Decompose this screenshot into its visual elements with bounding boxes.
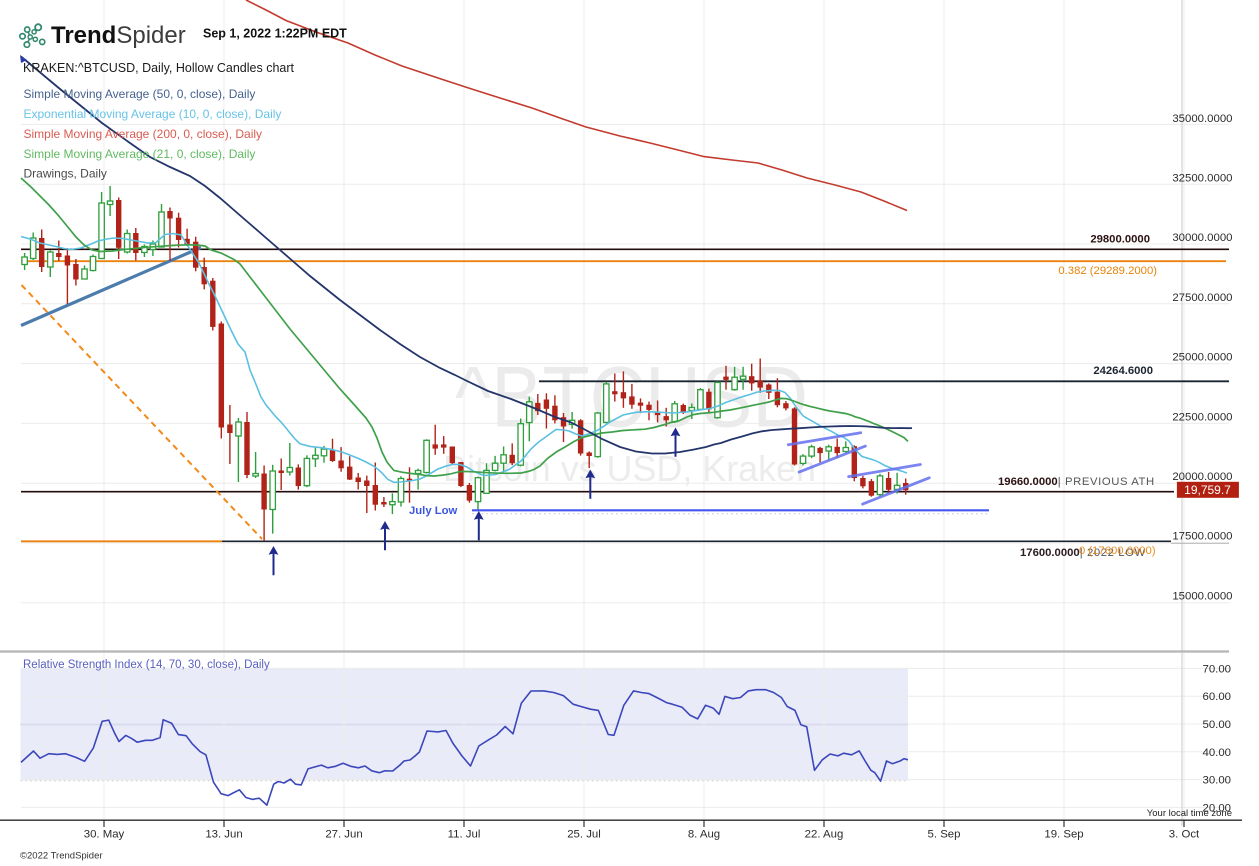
svg-text:Relative Strength Index (14, 7: Relative Strength Index (14, 70, 30, clo… [23, 659, 270, 671]
svg-text:32500.0000: 32500.0000 [1172, 173, 1232, 185]
svg-text:19660.0000| PREVIOUS ATH: 19660.0000| PREVIOUS ATH [998, 476, 1155, 488]
svg-text:70.00: 70.00 [1202, 663, 1231, 675]
svg-text:3. Oct: 3. Oct [1169, 829, 1200, 841]
svg-text:30.00: 30.00 [1202, 775, 1231, 787]
svg-text:Bitcoin vs USD, Kraken: Bitcoin vs USD, Kraken [443, 448, 816, 489]
svg-text:22. Aug: 22. Aug [805, 829, 844, 841]
svg-text:50.00: 50.00 [1202, 719, 1231, 731]
svg-text:Simple Moving Average (21, 0,: Simple Moving Average (21, 0, close), Da… [24, 147, 256, 161]
svg-text:Simple Moving Average (200, 0,: Simple Moving Average (200, 0, close), D… [24, 127, 263, 141]
svg-text:19,759.7: 19,759.7 [1184, 483, 1231, 497]
svg-text:July Low: July Low [409, 505, 458, 517]
svg-text:Exponential Moving Average (10: Exponential Moving Average (10, 0, close… [24, 107, 282, 121]
svg-text:Your local time zone: Your local time zone [1147, 808, 1232, 819]
svg-text:19. Sep: 19. Sep [1044, 829, 1083, 841]
svg-text:©2022 TrendSpider: ©2022 TrendSpider [20, 851, 103, 862]
svg-text:27500.0000: 27500.0000 [1172, 292, 1232, 304]
svg-text:Simple Moving Average (50, 0,: Simple Moving Average (50, 0, close), Da… [24, 87, 256, 101]
svg-text:60.00: 60.00 [1202, 691, 1231, 703]
svg-text:0.382 (29289.2000): 0.382 (29289.2000) [1058, 265, 1157, 277]
svg-text:17600.0000| 2022 LOW: 17600.0000| 2022 LOW [1020, 547, 1146, 559]
svg-text:40.00: 40.00 [1202, 747, 1231, 759]
svg-text:5. Sep: 5. Sep [928, 829, 961, 841]
svg-text:Drawings, Daily: Drawings, Daily [24, 167, 107, 181]
svg-text:TrendSpider: TrendSpider [51, 22, 186, 49]
svg-text:29800.0000: 29800.0000 [1090, 234, 1150, 246]
svg-text:30. May: 30. May [84, 829, 125, 841]
svg-text:27. Jun: 27. Jun [325, 829, 362, 841]
svg-text:17500.0000: 17500.0000 [1172, 531, 1232, 543]
svg-text:22500.0000: 22500.0000 [1172, 411, 1232, 423]
svg-text:11. Jul: 11. Jul [448, 829, 481, 841]
svg-text:KRAKEN:^BTCUSD, Daily, Hollow: KRAKEN:^BTCUSD, Daily, Hollow Candles ch… [23, 61, 295, 75]
svg-text:35000.0000: 35000.0000 [1172, 113, 1232, 125]
svg-text:20000.0000: 20000.0000 [1172, 471, 1232, 483]
svg-text:Sep 1, 2022 1:22PM EDT: Sep 1, 2022 1:22PM EDT [203, 27, 347, 41]
svg-text:0 (17600.0000): 0 (17600.0000) [1079, 545, 1156, 557]
svg-text:13. Jun: 13. Jun [205, 829, 242, 841]
svg-text:30000.0000: 30000.0000 [1172, 232, 1232, 244]
svg-text:25. Jul: 25. Jul [567, 829, 601, 841]
svg-text:24264.6000: 24264.6000 [1093, 365, 1153, 377]
svg-text:15000.0000: 15000.0000 [1172, 590, 1232, 602]
svg-text:25000.0000: 25000.0000 [1172, 352, 1232, 364]
svg-text:8. Aug: 8. Aug [688, 829, 720, 841]
svg-text:20.00: 20.00 [1202, 802, 1231, 814]
